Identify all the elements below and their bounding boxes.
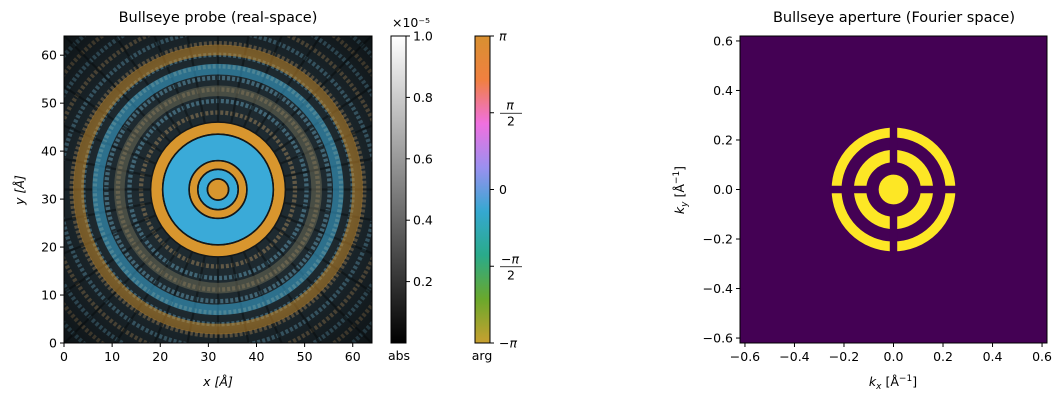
aperture-x-tick-label: −0.4: [779, 349, 809, 364]
probe-y-tick-label: 60: [41, 48, 57, 63]
probe-x-tick-label: 10: [104, 349, 120, 364]
aperture-y-tick-label: 0.4: [713, 83, 733, 98]
probe-x-tick-label: 40: [249, 349, 265, 364]
probe-y-tick-label: 40: [41, 144, 57, 159]
aperture-x-ticks: −0.6 −0.4 −0.2 0.0 0.2 0.4 0.6: [730, 343, 1052, 364]
arg-colorbar-label: arg: [472, 348, 493, 363]
aperture-x-tick-label: 0.0: [884, 349, 904, 364]
probe-y-tick-label: 0: [49, 336, 57, 351]
probe-y-tick-label: 30: [41, 192, 57, 207]
aperture-y-tick-label: 0.2: [713, 132, 733, 147]
probe-y-label: y [Å]: [12, 175, 27, 206]
probe-y-ticks: 0 10 20 30 40 50 60: [41, 48, 64, 351]
abs-colorbar-tick-label: 1.0: [413, 29, 433, 44]
aperture-center-disc: [878, 174, 909, 205]
probe-x-label: x [Å]: [202, 374, 233, 389]
aperture-title: Bullseye aperture (Fourier space): [773, 10, 1015, 26]
aperture-y-tick-label: −0.6: [703, 331, 733, 346]
probe-x-tick-label: 30: [200, 349, 216, 364]
arg-colorbar-tick-label: −π: [499, 336, 517, 351]
abs-colorbar-multiplier: ×10⁻⁵: [392, 15, 430, 30]
probe-y-tick-label: 50: [41, 96, 57, 111]
aperture-y-ticks: −0.6 −0.4 −0.2 0.0 0.2 0.4 0.6: [703, 33, 740, 346]
aperture-x-tick-label: 0.4: [983, 349, 1003, 364]
abs-colorbar-label: abs: [388, 348, 410, 363]
aperture-x-tick-label: 0.6: [1032, 349, 1052, 364]
probe-title: Bullseye probe (real-space): [119, 10, 318, 26]
arg-colorbar-tick-label: π: [506, 98, 514, 113]
arg-colorbar-tick-label: 0: [499, 182, 507, 197]
abs-colorbar-tick-label: 0.8: [413, 90, 433, 105]
probe-x-tick-label: 20: [152, 349, 168, 364]
probe-x-ticks: 0 10 20 30 40 50 60: [60, 343, 361, 364]
probe-image: [64, 36, 372, 343]
aperture-y-label: ky [Å−1]: [672, 166, 690, 214]
abs-colorbar: [390, 35, 407, 344]
abs-colorbar-ticks: 0.2 0.4 0.6 0.8 1.0: [406, 29, 433, 289]
probe-x-tick-label: 60: [345, 349, 361, 364]
probe-x-tick-label: 50: [297, 349, 313, 364]
abs-colorbar-tick-label: 0.2: [413, 274, 433, 289]
aperture-y-tick-label: 0.6: [713, 33, 733, 48]
abs-colorbar-tick-label: 0.4: [413, 213, 433, 228]
probe-x-tick-label: 0: [60, 349, 68, 364]
probe-y-tick-label: 20: [41, 240, 57, 255]
arg-colorbar-tick-label: −π: [501, 251, 519, 266]
aperture-x-tick-label: −0.2: [829, 349, 859, 364]
arg-colorbar: [474, 35, 491, 344]
probe-frame: [63, 35, 373, 344]
arg-colorbar-tick-label: π: [499, 29, 507, 44]
aperture-x-label: kx [Å−1]: [869, 374, 917, 392]
arg-colorbar-tick-denominator: 2: [507, 114, 515, 129]
probe-y-tick-label: 10: [41, 288, 57, 303]
aperture-x-tick-label: −0.6: [730, 349, 760, 364]
aperture-y-tick-label: −0.4: [703, 281, 733, 296]
arg-colorbar-tick-denominator: 2: [507, 267, 515, 282]
aperture-x-tick-label: 0.2: [933, 349, 953, 364]
aperture-y-tick-label: −0.2: [703, 232, 733, 247]
abs-colorbar-tick-label: 0.6: [413, 151, 433, 166]
aperture-y-tick-label: 0.0: [713, 182, 733, 197]
aperture-shape: [829, 125, 958, 254]
